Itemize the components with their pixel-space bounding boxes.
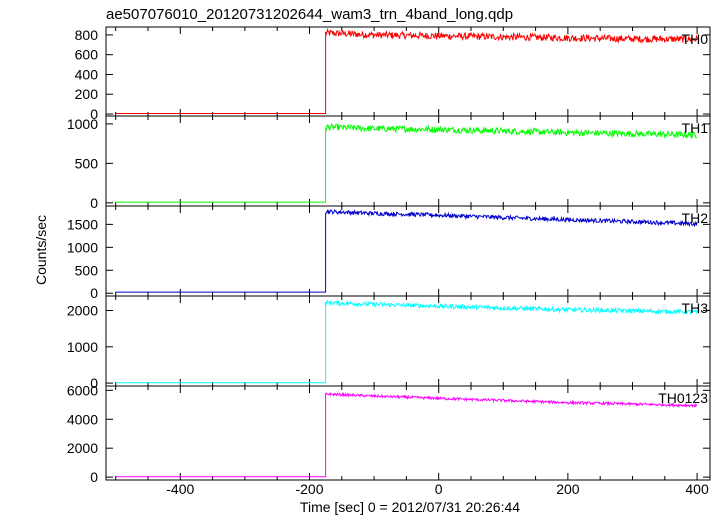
y-tick-label: 500 [75,155,99,171]
series-label-th1: TH1 [682,120,709,136]
y-tick-label: 2000 [67,303,98,319]
panel-th0123: 0 2000 4000 6000 TH0123 [67,382,711,485]
y-tick-label: 1500 [67,216,98,232]
series-label-th3: TH3 [682,300,709,316]
y-tick-label: 1000 [67,116,98,132]
y-tick-label: 0 [90,195,98,211]
panel-th2: 0 500 1000 1500 TH2 [67,205,711,301]
chart-title: ae507076010_20120731202644_wam3_trn_4ban… [106,6,513,23]
y-tick-label: 200 [75,86,99,102]
panel-th0: 0 200 400 600 800 TH0 [75,26,711,122]
y-tick-label: 6000 [67,382,98,398]
y-tick-label: 4000 [67,411,98,427]
y-tick-label: 0 [90,285,98,301]
panel-th1: 0 500 1000 TH1 [67,115,711,211]
series-label-th0: TH0 [682,31,709,47]
x-tick-labels: -400 -200 0 200 400 [166,481,709,497]
x-tick-label: 0 [435,481,443,497]
series-line-th2 [115,208,698,293]
y-tick-label: 0 [90,375,98,391]
series-line-th3 [115,299,698,384]
series-label-th2: TH2 [682,210,709,226]
x-tick-label: -200 [295,481,323,497]
panel-frame [105,385,711,481]
panel-th3: 0 1000 2000 TH3 [67,295,711,391]
y-tick-label: 0 [90,469,98,485]
series-line-th0123 [115,391,698,478]
x-tick-label: -400 [166,481,194,497]
y-tick-label: 600 [75,47,99,63]
y-tick-label: 1000 [67,339,98,355]
y-tick-label: 800 [75,27,99,43]
x-axis-label: Time [sec] 0 = 2012/07/31 20:26:44 [300,499,520,515]
y-tick-label: 500 [75,262,99,278]
y-tick-label: 1000 [67,239,98,255]
y-axis-label: Counts/sec [33,215,49,285]
panels-group: 0 200 400 600 800 TH0 0 500 1000 TH1 0 500 1000 1500 T… [67,26,711,485]
series-line-th0 [115,27,698,114]
panel-frame [105,205,711,297]
panel-frame [105,26,711,117]
y-tick-label: 0 [90,106,98,122]
series-line-th1 [115,123,698,203]
x-tick-label: 200 [556,481,580,497]
x-tick-label: 400 [685,481,709,497]
y-tick-label: 2000 [67,440,98,456]
y-tick-label: 400 [75,66,99,82]
series-label-th0123: TH0123 [658,390,708,406]
